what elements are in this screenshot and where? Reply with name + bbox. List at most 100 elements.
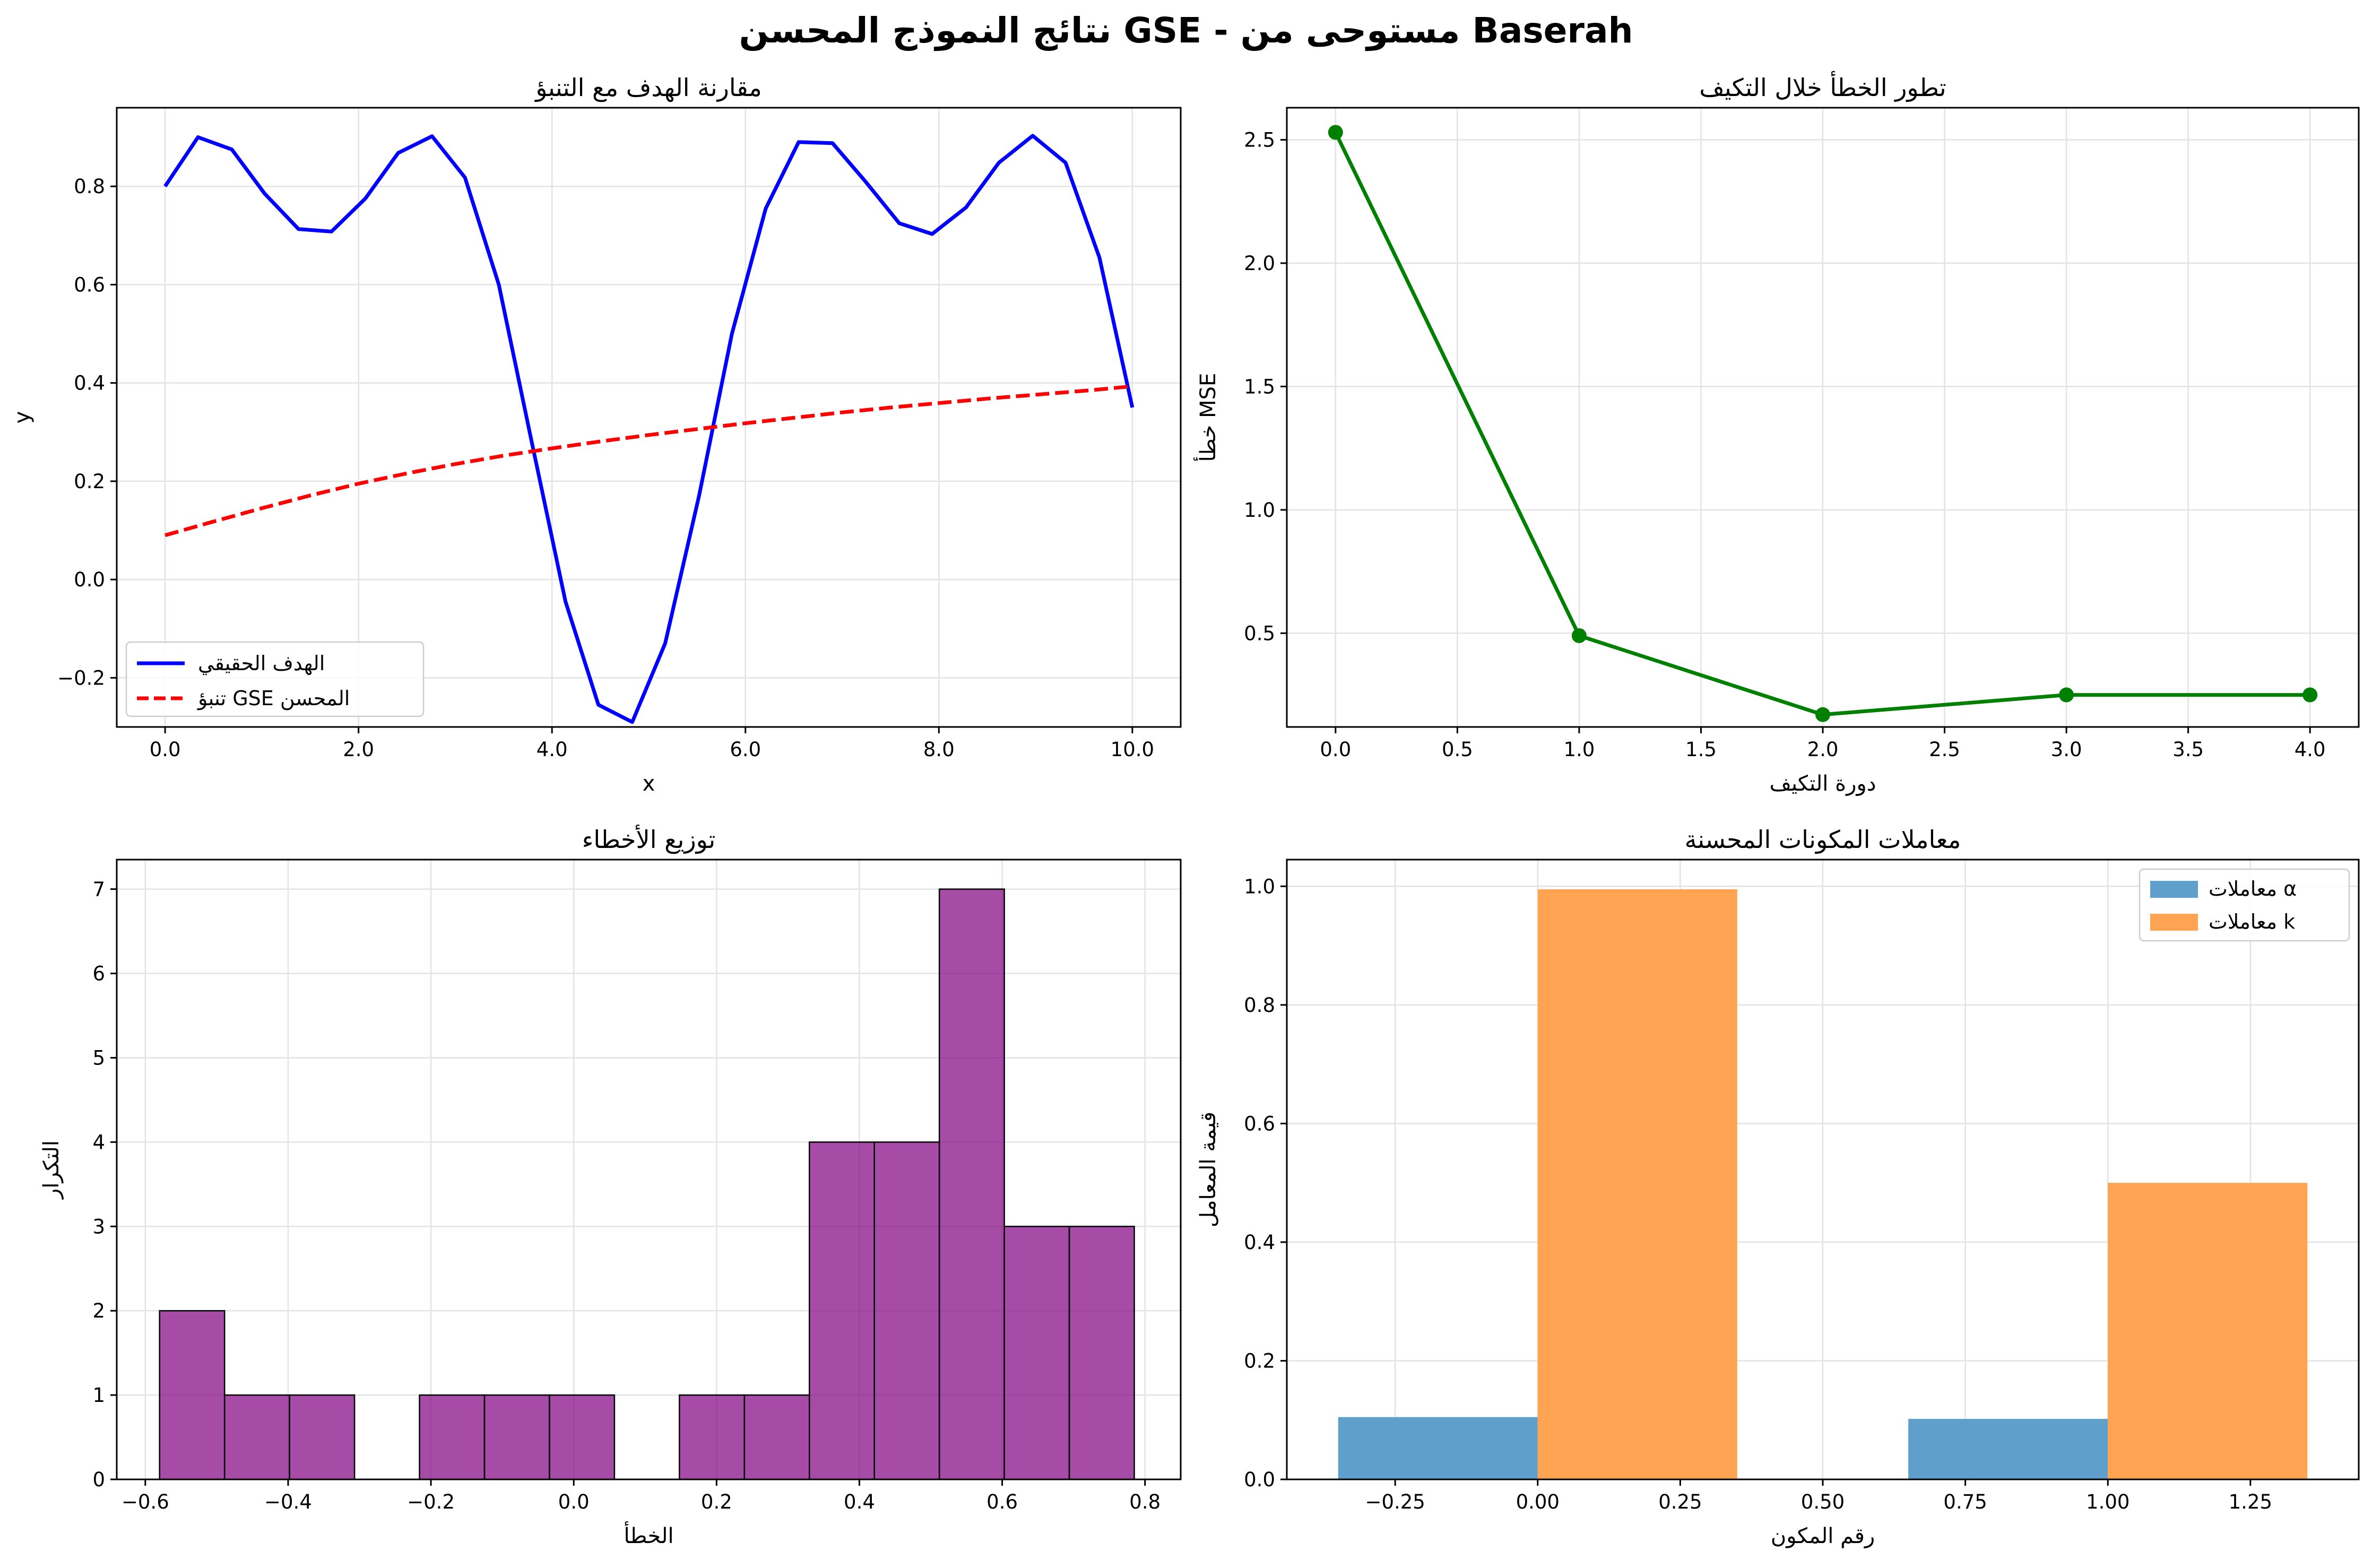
x-tick-label: 3.0	[2051, 738, 2082, 761]
legend-label: معاملات k	[2209, 910, 2295, 933]
y-tick-label: 0.0	[74, 568, 105, 591]
x-tick-label: 3.5	[2172, 738, 2204, 761]
y-axis-label: التكرار	[39, 1140, 64, 1200]
y-tick-label: 2	[92, 1300, 105, 1322]
y-tick-label: 0.2	[1244, 1349, 1275, 1372]
panel-title: معاملات المكونات المحسنة	[1685, 825, 1961, 854]
data-point	[2302, 687, 2318, 703]
x-tick-label: 0.4	[844, 1491, 875, 1513]
y-tick-label: 0.8	[1244, 994, 1275, 1017]
histogram-bar	[743, 1394, 810, 1480]
x-tick-label: 0.0	[1320, 738, 1351, 761]
data-point	[1328, 125, 1343, 140]
histogram-bar	[159, 1310, 226, 1480]
y-tick-label: 2.5	[1244, 128, 1275, 151]
y-tick-label: 0.4	[74, 372, 105, 395]
legend-swatch	[2150, 914, 2198, 931]
histogram-bar	[419, 1394, 486, 1480]
x-tick-label: 10.0	[1111, 738, 1154, 761]
x-tick-label: 1.0	[1563, 738, 1595, 761]
y-tick-label: 0	[92, 1468, 105, 1491]
x-tick-label: 1.25	[2229, 1491, 2272, 1513]
y-tick-label: −0.2	[57, 666, 105, 689]
x-tick-label: 2.0	[343, 738, 374, 761]
histogram-bar	[549, 1394, 616, 1480]
x-axis-label: x	[643, 772, 655, 796]
bar	[1338, 1417, 1538, 1479]
legend-label: الهدف الحقيقي	[198, 652, 325, 675]
legend-box	[125, 641, 425, 717]
x-axis-label: الخطأ	[624, 1521, 673, 1548]
histogram-bar	[679, 1394, 746, 1480]
series-line-target	[163, 134, 1135, 724]
histogram-bar	[289, 1394, 356, 1480]
y-tick-label: 1.5	[1244, 375, 1275, 398]
x-tick-label: 0.0	[558, 1491, 590, 1513]
y-axis-label: قيمة المعامل	[1196, 1112, 1220, 1227]
histogram-bar	[809, 1141, 875, 1480]
x-tick-label: 2.0	[1807, 738, 1839, 761]
y-tick-label: 0.2	[74, 470, 105, 493]
legend-swatch	[2150, 881, 2198, 898]
y-tick-label: 0.5	[1244, 622, 1275, 645]
x-tick-label: 0.6	[986, 1491, 1018, 1513]
x-tick-label: −0.2	[407, 1491, 455, 1513]
y-tick-label: 0.4	[1244, 1231, 1275, 1254]
bar	[2108, 1183, 2308, 1479]
figure-title: نتائج النموذج المحسن GSE - مستوحى من Bas…	[739, 10, 1633, 51]
bar	[1908, 1418, 2108, 1479]
legend-label: تنبؤ GSE المحسن	[197, 687, 350, 711]
histogram-bar	[1068, 1226, 1135, 1480]
y-tick-label: 6	[92, 963, 105, 985]
x-tick-label: 1.5	[1685, 738, 1717, 761]
bar-chart-component-coefficients: −0.25 0.00 0.25 0.50 0.75 1.00 1.25 0.0 0.2 0.4 0.…	[1196, 825, 2360, 1548]
x-tick-label: 0.75	[1943, 1491, 1987, 1513]
line-chart-target-vs-prediction: 0.0 2.0 4.0 6.0 8.0 10.0 −0.2 0.0 0.2 0.4 0.6 0.8 مق…	[10, 73, 1182, 796]
y-tick-label: 1	[92, 1384, 105, 1407]
panel-title: توزيع الأخطاء	[582, 824, 716, 854]
data-point	[2059, 687, 2074, 703]
panel-title: مقارنة الهدف مع التنبؤ	[534, 73, 762, 102]
x-tick-label: 6.0	[730, 738, 761, 761]
x-tick-label: 0.8	[1129, 1491, 1161, 1513]
x-tick-label: 0.0	[150, 738, 181, 761]
x-tick-label: 0.50	[1801, 1491, 1845, 1513]
x-tick-label: 0.2	[701, 1491, 732, 1513]
x-tick-label: 2.5	[1929, 738, 1960, 761]
x-tick-label: 8.0	[923, 738, 955, 761]
data-point	[1815, 707, 1830, 722]
bar	[1537, 889, 1737, 1479]
x-tick-label: 0.00	[1516, 1491, 1560, 1513]
x-tick-label: 0.25	[1658, 1491, 1702, 1513]
x-tick-label: −0.6	[122, 1491, 169, 1513]
x-axis-label: دورة التكيف	[1769, 772, 1876, 796]
x-tick-label: 4.0	[536, 738, 568, 761]
x-tick-label: 1.00	[2086, 1491, 2129, 1513]
axes-frame	[116, 859, 1182, 1480]
histogram-bar	[938, 888, 1005, 1480]
histogram-bar	[483, 1394, 550, 1480]
y-axis-label: خطأ MSE	[1193, 373, 1220, 462]
x-tick-label: −0.25	[1365, 1491, 1425, 1513]
axes-frame	[116, 107, 1182, 728]
x-tick-label: −0.4	[264, 1491, 312, 1513]
y-axis-label: y	[10, 411, 34, 424]
y-tick-label: 4	[92, 1131, 105, 1154]
y-tick-label: 7	[92, 878, 105, 901]
histogram-bar	[873, 1141, 940, 1480]
histogram-bar	[1003, 1226, 1070, 1480]
y-tick-label: 0.0	[1244, 1468, 1275, 1491]
series-line-prediction	[165, 384, 1133, 538]
y-tick-label: 0.6	[74, 273, 105, 296]
y-tick-label: 2.0	[1244, 252, 1275, 275]
x-tick-label: 4.0	[2295, 738, 2326, 761]
y-tick-label: 1.0	[1244, 875, 1275, 898]
line-chart-mse-evolution: 0.0 0.5 1.0 1.5 2.0 2.5 3.0 3.5 4.0 0.5 1.0 1.5 2.0 2…	[1193, 71, 2360, 796]
data-point	[1571, 628, 1587, 643]
legend-label: معاملات α	[2209, 877, 2297, 900]
x-tick-label: 0.5	[1442, 738, 1473, 761]
histogram-errors: −0.6 −0.4 −0.2 0.0 0.2 0.4 0.6 0.8 0 1 2 3 4 5 6 7 توزيع…	[39, 824, 1182, 1548]
panel-title: تطور الخطأ خلال التكيف	[1699, 71, 1946, 102]
histogram-bar	[223, 1394, 290, 1480]
